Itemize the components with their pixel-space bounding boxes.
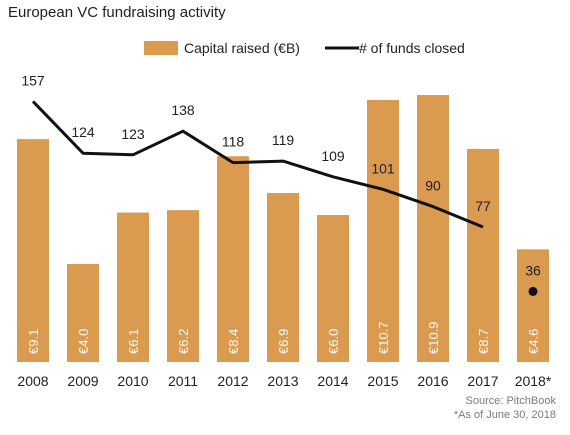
bar-label-2014: €6.0 (326, 329, 341, 354)
funds-line-layer (31, 100, 538, 296)
x-tick-2014: 2014 (317, 373, 348, 389)
x-tick-2009: 2009 (67, 373, 98, 389)
funds-label-2014: 109 (321, 148, 345, 164)
bar-2015 (367, 99, 399, 363)
bar-label-2010: €6.1 (126, 329, 141, 354)
bar-2010 (117, 212, 149, 362)
bar-2012 (217, 156, 249, 362)
bar-2013 (267, 192, 299, 362)
bar-label-2013: €6.9 (276, 329, 291, 354)
funds-label-2013: 119 (272, 132, 295, 148)
funds-labels: 157 124 123 138 118 119 109 101 90 77 36 (21, 72, 541, 278)
bar-label-2017: €8.7 (476, 329, 491, 354)
source-note: Source: PitchBook (465, 395, 557, 407)
bar-2008 (17, 139, 49, 362)
funds-label-2011: 138 (171, 102, 195, 118)
funds-label-2018*: 36 (525, 262, 541, 278)
bar-label-2009: €4.0 (76, 329, 91, 354)
funds-label-2015: 101 (371, 160, 395, 176)
x-tick-2012: 2012 (217, 373, 248, 389)
bar-2014 (317, 215, 349, 362)
legend-swatch-capital (144, 41, 178, 55)
x-tick-2010: 2010 (117, 373, 148, 389)
funds-label-2008: 157 (21, 72, 45, 88)
x-tick-2015: 2015 (367, 373, 398, 389)
x-tick-2013: 2013 (267, 373, 298, 389)
asof-note: *As of June 30, 2018 (453, 409, 556, 421)
x-tick-2011: 2011 (168, 373, 198, 389)
bar-label-2008: €9.1 (26, 329, 41, 354)
bar-2016 (417, 95, 449, 362)
legend-label-capital: Capital raised (€B) (184, 40, 300, 56)
bar-label-2016: €10.9 (426, 321, 441, 354)
bars (17, 95, 549, 363)
x-tick-2018*: 2018* (515, 373, 552, 389)
funds-point-2018* (528, 286, 538, 296)
bar-2018* (517, 249, 549, 362)
funds-label-2012: 118 (222, 134, 245, 150)
chart-title: European VC fundraising activity (8, 4, 226, 21)
x-tick-2008: 2008 (17, 373, 48, 389)
legend-label-funds: # of funds closed (359, 40, 465, 56)
bar-2011 (167, 210, 199, 362)
bar-2017 (467, 148, 499, 362)
funds-label-2016: 90 (425, 178, 441, 194)
bar-2009 (67, 264, 99, 362)
x-tick-2017: 2017 (467, 373, 498, 389)
funds-line (31, 100, 484, 229)
funds-label-2009: 124 (71, 124, 95, 140)
bar-label-2011: €6.2 (176, 329, 191, 354)
bar-label-2015: €10.7 (376, 321, 391, 354)
bar-labels: €9.1 €4.0 €6.1 €6.2 €8.4 €6.9 €6.0 €10.7 €10.9 €8… (26, 321, 541, 354)
footnote: Source: PitchBook *As of June 30, 2018 (454, 394, 556, 422)
legend: Capital raised (€B) # of funds closed (144, 40, 465, 56)
funds-label-2017: 77 (475, 198, 491, 214)
funds-label-2010: 123 (121, 126, 145, 142)
bar-label-2018*: €4.6 (526, 329, 541, 354)
x-axis: 2008 2009 2010 2011 2012 2013 2014 2015 2016 2017… (17, 373, 551, 389)
x-tick-2016: 2016 (417, 373, 448, 389)
bar-label-2012: €8.4 (226, 329, 241, 354)
